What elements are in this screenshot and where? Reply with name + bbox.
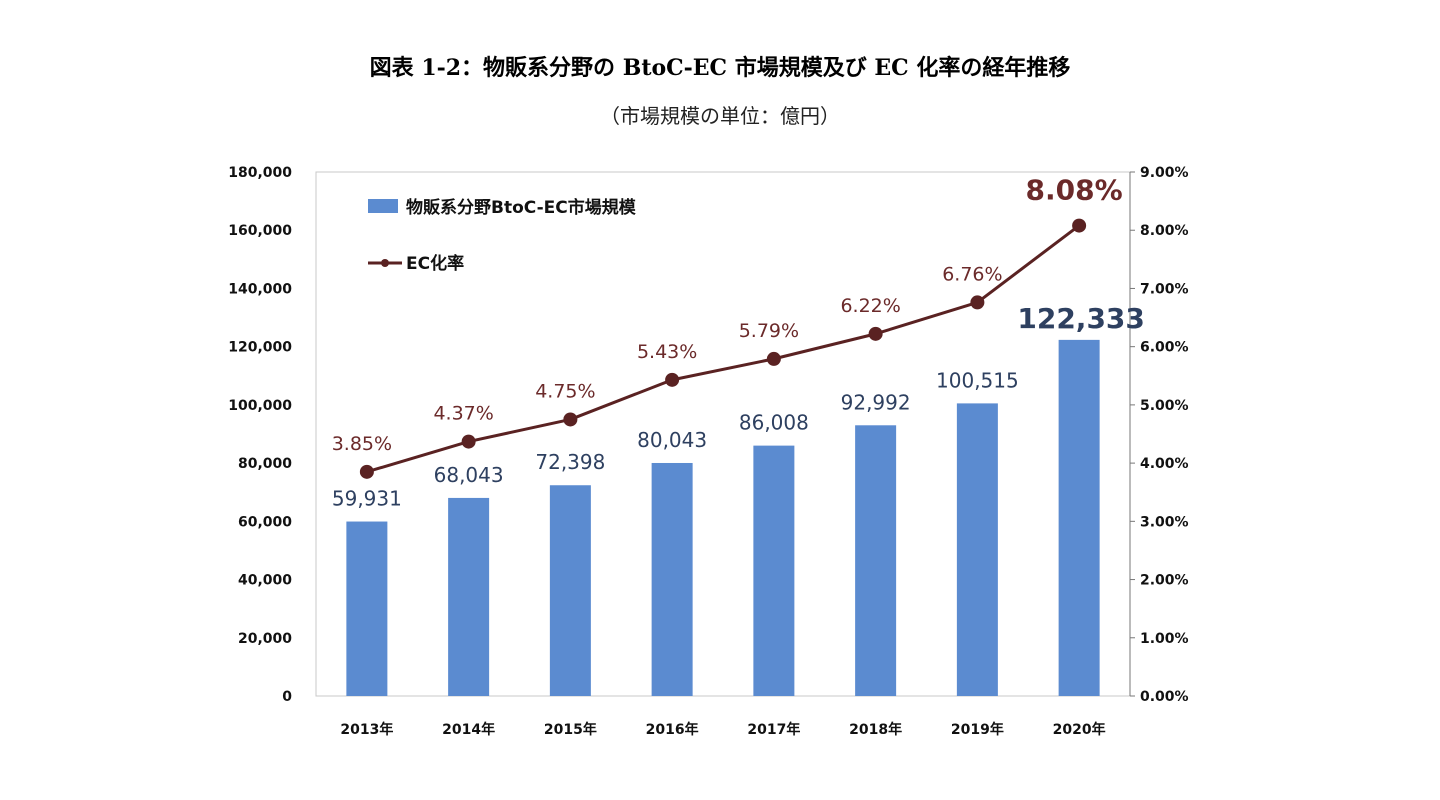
bar [753, 445, 795, 696]
bar-value-label: 80,043 [637, 428, 707, 452]
rate-marker [563, 412, 578, 427]
x-tick-label: 2015年 [544, 721, 597, 738]
x-tick-label: 2019年 [951, 721, 1004, 738]
left-tick-label: 120,000 [228, 340, 292, 356]
rate-value-label: 4.37% [433, 403, 493, 425]
bar-value-label: 68,043 [434, 463, 504, 487]
rate-value-label: 6.76% [942, 263, 1002, 285]
bar [651, 462, 693, 696]
rate-value-label: 8.08% [1026, 174, 1123, 207]
legend-bar-label: 物販系分野BtoC-EC市場規模 [406, 197, 637, 218]
rate-marker [359, 464, 374, 479]
x-tick-label: 2020年 [1053, 721, 1106, 738]
bar-value-label: 59,931 [332, 487, 402, 511]
legend: 物販系分野BtoC-EC市場規模 EC化率 [368, 197, 637, 274]
legend-bar-swatch [368, 199, 398, 213]
rate-marker [970, 295, 985, 310]
rate-marker [461, 434, 476, 449]
bar [1058, 339, 1100, 696]
right-tick-label: 3.00% [1140, 514, 1189, 530]
x-tick-label: 2018年 [849, 721, 902, 738]
bar-value-label: 72,398 [535, 450, 605, 474]
rate-marker [766, 351, 781, 366]
figure-subtitle: （市場規模の単位：億円） [600, 104, 840, 128]
bar-value-label: 92,992 [841, 390, 911, 414]
rate-value-label: 5.43% [637, 341, 697, 363]
rate-marker [665, 372, 680, 387]
right-tick-label: 5.00% [1140, 398, 1189, 414]
x-tick-label: 2017年 [747, 721, 800, 738]
rate-value-label: 3.85% [332, 433, 392, 455]
legend-line-label: EC化率 [406, 253, 464, 274]
left-tick-label: 0 [282, 689, 292, 705]
left-tick-label: 40,000 [238, 573, 292, 589]
bar [956, 403, 998, 696]
bar-series: 59,931 68,043 72,398 80,043 86,008 92,992 100,… [332, 302, 1145, 696]
right-tick-label: 1.00% [1140, 631, 1189, 647]
right-tick-label: 7.00% [1140, 281, 1189, 297]
right-tick-label: 8.00% [1140, 223, 1189, 239]
bar-value-label: 100,515 [936, 368, 1019, 392]
left-tick-label: 100,000 [228, 398, 292, 414]
bar [549, 485, 591, 696]
left-tick-label: 140,000 [228, 281, 292, 297]
rate-series: 3.85% 4.37% 4.75% 5.43% 5.79% 6.22% 6.76% 8.08% [332, 174, 1123, 479]
right-tick-label: 0.00% [1140, 689, 1189, 705]
right-tick-label: 9.00% [1140, 165, 1189, 181]
bar [855, 425, 897, 696]
right-tick-label: 4.00% [1140, 456, 1189, 472]
left-axis: 0 20,000 40,000 60,000 80,000 100,000 120,000 1… [228, 165, 292, 705]
right-tick-label: 2.00% [1140, 573, 1189, 589]
bar-value-label: 86,008 [739, 411, 809, 435]
rate-line [366, 224, 1081, 474]
legend-line-marker [381, 259, 389, 267]
rate-marker [1072, 218, 1087, 233]
rate-marker [868, 326, 883, 341]
left-tick-label: 180,000 [228, 165, 292, 181]
rate-value-label: 6.22% [840, 295, 900, 317]
bar [448, 497, 490, 696]
figure-title: 図表 1-2：物販系分野の BtoC-EC 市場規模及び EC 化率の経年推移 [369, 55, 1071, 81]
rate-value-label: 5.79% [739, 320, 799, 342]
x-tick-label: 2016年 [646, 721, 699, 738]
x-axis: 2013年 2014年 2015年 2016年 2017年 2018年 2019年 2020年 [340, 721, 1105, 738]
left-tick-label: 80,000 [238, 456, 292, 472]
rate-value-label: 4.75% [535, 380, 595, 402]
bar-value-label: 122,333 [1017, 302, 1145, 335]
plot-area [315, 171, 1131, 697]
x-tick-label: 2014年 [442, 721, 495, 738]
left-tick-label: 60,000 [238, 514, 292, 530]
bar [346, 521, 388, 696]
right-axis: 0.00% 1.00% 2.00% 3.00% 4.00% 5.00% 6.00% 7.00%… [1129, 165, 1189, 705]
x-tick-label: 2013年 [340, 721, 393, 738]
right-tick-label: 6.00% [1140, 340, 1189, 356]
left-tick-label: 20,000 [238, 631, 292, 647]
left-tick-label: 160,000 [228, 223, 292, 239]
